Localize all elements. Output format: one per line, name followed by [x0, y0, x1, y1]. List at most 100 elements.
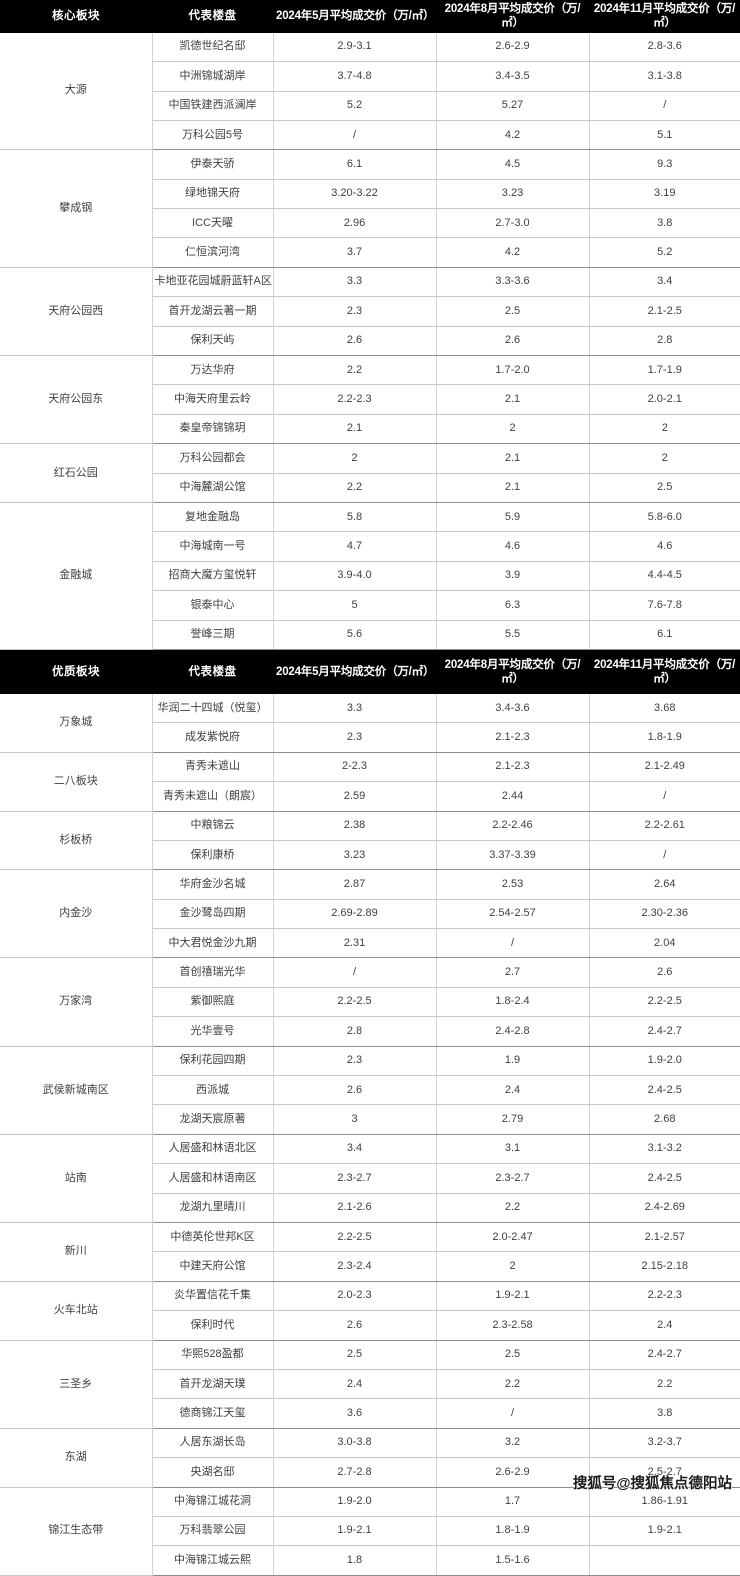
project-name-cell: 华熙528盈都 [152, 1340, 274, 1370]
price-cell-nov: 3.2-3.7 [589, 1428, 740, 1459]
project-name-cell: 首开龙湖天璞 [152, 1369, 274, 1400]
price-cell-nov: 2.0-2.1 [589, 384, 740, 415]
price-cell-may: 2.6 [273, 1075, 437, 1106]
table-row: 东湖 人居东湖长岛 3.0-3.8 3.2 3.2-3.7 [0, 1428, 740, 1488]
table-row: 成发紫悦府 2.3 2.1-2.3 1.8-1.9 [0, 722, 740, 753]
table-row: 万象城 华润二十四城（悦玺） 3.3 3.4-3.6 3.68 [0, 693, 740, 753]
table-row: 天府公园东 万达华府 2.2 1.7-2.0 1.7-1.9 [0, 355, 740, 445]
price-cell-nov: 6.1 [589, 620, 740, 650]
project-name-cell: 人居东湖长岛 [152, 1428, 274, 1459]
price-cell-nov: 2.1-2.57 [589, 1222, 740, 1253]
table-row: 保利康桥 3.23 3.37-3.39/ [0, 840, 740, 871]
price-cell-nov: / [589, 91, 740, 121]
price-cell-may: 1.8 [273, 1545, 437, 1576]
table-row: 银泰中心 5 6.3 7.6-7.8 [0, 590, 740, 621]
price-cell-nov: 2.1-2.5 [589, 296, 740, 327]
price-cell-may: 2.2 [273, 473, 437, 504]
sector-name-cell: 红石公园 [0, 443, 153, 503]
price-cell-nov: 2 [589, 443, 740, 474]
price-cell-may: / [273, 957, 437, 988]
price-cell-may: 5 [273, 590, 437, 621]
price-cell-aug: 5.5 [436, 620, 590, 650]
price-cell-nov: / [589, 840, 740, 871]
project-name-cell: 华府金沙名城 [152, 869, 274, 900]
price-cell-aug: 2.0-2.47 [436, 1222, 590, 1253]
price-cell-may: 2 [273, 443, 437, 474]
price-cell-nov [589, 1545, 740, 1576]
price-cell-may: 1.9-2.1 [273, 1516, 437, 1547]
table-row: 二八板块 青秀未遮山 2-2.3 2.1-2.3 2.1-2.49 [0, 752, 740, 812]
price-cell-may: 3.3 [273, 267, 437, 298]
table-row: 招商大魔方玺悦轩 3.9-4.0 3.9 4.4-4.5 [0, 561, 740, 592]
project-name-cell: 首开龙湖云著一期 [152, 296, 274, 327]
price-cell-may: 2-2.3 [273, 752, 437, 783]
price-cell-nov: 5.2 [589, 237, 740, 268]
project-name-cell: 青秀未遮山 [152, 752, 274, 783]
price-cell-may: 2.1-2.6 [273, 1193, 437, 1223]
table-row: 天府公园西 卡地亚花园城蔚蓝轩A区 3.3 3.3-3.6 3.4 [0, 267, 740, 357]
project-name-cell: 炎华置信花千集 [152, 1281, 274, 1312]
project-name-cell: 紫御熙庭 [152, 987, 274, 1018]
price-cell-aug: 2.4 [436, 1075, 590, 1106]
table-row: 大源 凯德世纪名邸 2.9-3.1 2.6-2.9 2.8-3.6 [0, 32, 740, 151]
sector-name-cell: 火车北站 [0, 1281, 153, 1341]
project-name-cell: 首创禧瑞光华 [152, 957, 274, 988]
table-row: 光华壹号 2.8 2.4-2.8 2.4-2.7 [0, 1016, 740, 1047]
price-cell-aug: 2.3-2.58 [436, 1310, 590, 1341]
price-cell-nov: 2.6 [589, 957, 740, 988]
price-cell-aug: 3.2 [436, 1428, 590, 1459]
project-name-cell: 西派城 [152, 1075, 274, 1106]
table-row: ICC天曜 2.96 2.7-3.0 3.8 [0, 208, 740, 239]
project-name-cell: 保利天屿 [152, 326, 274, 357]
table-row: 德商锦江天玺 3.6/3.8 [0, 1398, 740, 1429]
price-cell-nov: 7.6-7.8 [589, 590, 740, 621]
price-cell-may: 3.0-3.8 [273, 1428, 437, 1459]
column-header-sector: 核心板块 [0, 0, 152, 33]
price-cell-aug: 3.9 [436, 561, 590, 592]
sector-name-cell: 新川 [0, 1222, 153, 1282]
price-cell-nov: 2.04 [589, 928, 740, 959]
table-row: 中大君悦金沙九期 2.31/2.04 [0, 928, 740, 959]
project-name-cell: 保利时代 [152, 1310, 274, 1341]
price-cell-aug: 1.8-2.4 [436, 987, 590, 1018]
project-name-cell: 人居盛和林语南区 [152, 1163, 274, 1194]
project-name-cell: 中国铁建西派澜岸 [152, 91, 274, 121]
project-name-cell: 仁恒滨河湾 [152, 237, 274, 268]
price-cell-aug: 5.27 [436, 91, 590, 121]
price-cell-nov: 5.8-6.0 [589, 502, 740, 533]
sector-name-cell: 天府公园西 [0, 267, 153, 357]
price-cell-aug: 1.9-2.1 [436, 1281, 590, 1312]
project-name-cell: 银泰中心 [152, 590, 274, 621]
project-name-cell: 保利康桥 [152, 840, 274, 871]
price-cell-nov: 2.5-2.7 [589, 1457, 740, 1488]
price-cell-aug: 2.79 [436, 1104, 590, 1135]
project-name-cell: 凯德世纪名邸 [152, 32, 274, 63]
sector-name-cell: 二八板块 [0, 752, 153, 812]
table-row: 保利天屿 2.6 2.6 2.8 [0, 326, 740, 357]
sector-name-cell: 三圣乡 [0, 1340, 153, 1429]
price-cell-aug: 4.6 [436, 531, 590, 562]
table-row: 西派城 2.6 2.4 2.4-2.5 [0, 1075, 740, 1106]
table-row: 锦江生态带 中海锦江城花洞 1.9-2.0 1.7 1.86-1.91 [0, 1487, 740, 1576]
table-row: 攀成钢 伊泰天骄 6.1 4.5 9.3 [0, 149, 740, 268]
project-name-cell: 万科翡翠公园 [152, 1516, 274, 1547]
project-name-cell: 德商锦江天玺 [152, 1398, 274, 1429]
sector-name-cell: 武侯新城南区 [0, 1046, 153, 1135]
table-row: 人居盛和林语南区 2.3-2.7 2.3-2.7 2.4-2.5 [0, 1163, 740, 1194]
price-cell-may: 2.9-3.1 [273, 32, 437, 63]
project-name-cell: ICC天曜 [152, 208, 274, 239]
price-cell-nov: 2.8 [589, 326, 740, 357]
price-cell-nov: / [589, 781, 740, 812]
price-cell-aug: / [436, 1398, 590, 1429]
price-cell-may: 2.2 [273, 355, 437, 386]
price-cell-may: 2.7-2.8 [273, 1457, 437, 1488]
price-cell-may: 3.7 [273, 237, 437, 268]
project-name-cell: 光华壹号 [152, 1016, 274, 1047]
price-cell-may: 2.2-2.5 [273, 1222, 437, 1253]
column-header-aug: 2024年8月平均成交价（万/㎡） [436, 649, 589, 694]
column-header-project: 代表楼盘 [152, 0, 273, 33]
price-cell-may: 2.96 [273, 208, 437, 239]
price-cell-aug: 3.37-3.39 [436, 840, 590, 871]
table-row: 金沙鹭岛四期 2.69-2.89 2.54-2.57 2.30-2.36 [0, 899, 740, 930]
